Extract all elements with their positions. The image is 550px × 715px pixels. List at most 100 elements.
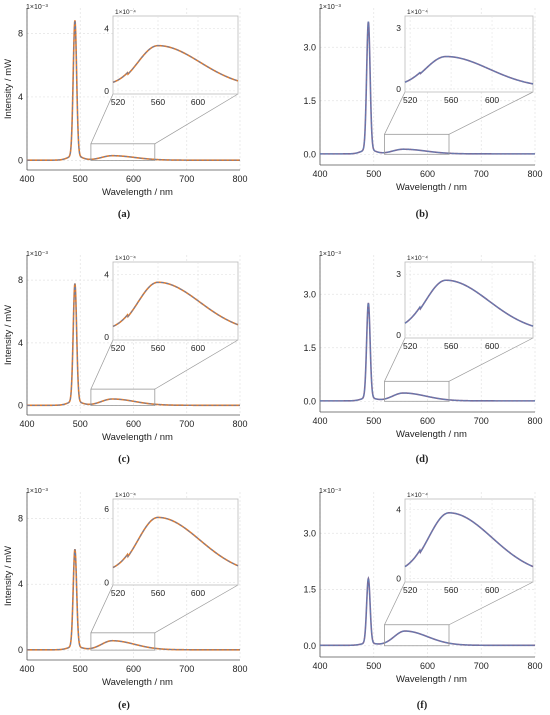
zoom-connector (154, 93, 239, 145)
inset-y-tick-label: 0 (104, 578, 109, 588)
zoom-connector (154, 339, 239, 390)
x-tick-label: 700 (179, 419, 194, 429)
panel-caption: (f) (417, 700, 428, 711)
x-tick-label: 400 (19, 664, 34, 674)
inset-frame (112, 15, 239, 95)
zoom-connector (154, 584, 239, 634)
zoom-connector (90, 584, 114, 633)
y-tick-label: 1.5 (303, 96, 316, 106)
inset-x-tick-label: 560 (444, 95, 458, 105)
inset-y-tick-label: 0 (396, 84, 401, 94)
inset-fit-line (404, 512, 534, 567)
y-scale-label: 1×10⁻³ (26, 251, 48, 258)
y-tick-label: 3.0 (303, 528, 316, 538)
inset-x-tick-label: 520 (111, 588, 125, 598)
x-tick-label: 800 (527, 169, 542, 179)
x-axis-title: Wavelength / nm (396, 182, 467, 193)
inset-frame (404, 498, 534, 583)
x-axis-title: Wavelength / nm (102, 432, 173, 443)
x-tick-label: 800 (527, 416, 542, 426)
inset-fit-line (112, 281, 239, 327)
inset-x-tick-label: 560 (151, 97, 165, 107)
x-axis-title: Wavelength / nm (396, 429, 467, 440)
x-tick-label: 400 (19, 174, 34, 184)
y-axis-title: Intensity / mW (3, 59, 14, 119)
chart-panel-e: 400 500 600 700 800 0 4 8 1×10⁻³ Wavelength / nm I… (3, 488, 248, 711)
x-tick-label: 500 (366, 661, 381, 671)
y-tick-label: 3.0 (303, 42, 316, 52)
inset-y-tick-label: 0 (104, 86, 109, 96)
x-tick-label: 600 (126, 664, 141, 674)
y-tick-label: 0 (18, 155, 23, 165)
chart-panel-b: 400 500 600 700 800 0.0 1.5 3.0 1×10⁻³ Wavelength… (303, 4, 542, 220)
y-tick-label: 0.0 (303, 149, 316, 159)
x-tick-label: 500 (73, 174, 88, 184)
zoom-box (90, 632, 156, 651)
y-scale-label: 1×10⁻³ (319, 4, 341, 11)
x-tick-label: 500 (366, 169, 381, 179)
x-tick-label: 400 (312, 169, 327, 179)
inset-fit-line (112, 516, 239, 568)
panel-caption: (a) (118, 209, 131, 220)
zoom-box (90, 143, 156, 161)
x-tick-label: 800 (232, 664, 247, 674)
y-tick-label: 8 (18, 513, 23, 523)
inset-x-tick-label: 520 (111, 97, 125, 107)
inset-frame (112, 261, 239, 341)
inset-y-tick-label: 6 (104, 504, 109, 514)
y-tick-label: 0 (18, 645, 23, 655)
x-tick-label: 700 (474, 661, 489, 671)
inset-fit-line (112, 45, 239, 83)
x-tick-label: 700 (179, 664, 194, 674)
fit-line (320, 577, 535, 646)
chart-panel-c: 400 500 600 700 800 0 4 8 1×10⁻³ Wavelength / nm I… (3, 251, 248, 465)
inset-x-tick-label: 600 (191, 343, 205, 353)
zoom-connector (90, 93, 114, 144)
inset-x-tick-label: 600 (485, 95, 499, 105)
x-tick-label: 600 (420, 169, 435, 179)
inset-x-tick-label: 600 (485, 341, 499, 351)
y-tick-label: 1.5 (303, 343, 316, 353)
x-tick-label: 500 (73, 419, 88, 429)
inset-y-tick-label: 4 (104, 23, 109, 33)
x-tick-label: 400 (312, 416, 327, 426)
inset-x-tick-label: 520 (403, 341, 417, 351)
inset-fit-line (404, 56, 534, 85)
x-tick-label: 400 (19, 419, 34, 429)
x-tick-label: 600 (126, 174, 141, 184)
y-tick-label: 4 (18, 338, 23, 348)
inset-frame (404, 15, 534, 93)
chart-panel-d: 400 500 600 700 800 0.0 1.5 3.0 1×10⁻³ Wavelength… (303, 251, 542, 465)
inset-x-tick-label: 520 (111, 343, 125, 353)
x-axis-title: Wavelength / nm (102, 187, 173, 198)
inset-x-tick-label: 560 (151, 588, 165, 598)
panel-caption: (d) (416, 454, 429, 465)
y-tick-label: 0.0 (303, 396, 316, 406)
inset-scale-label: 1×10⁻⁴ (115, 255, 136, 262)
zoom-connector (384, 337, 406, 382)
fit-line (27, 549, 240, 651)
zoom-box (384, 133, 450, 155)
inset-y-tick-label: 0 (396, 574, 401, 584)
inset-y-tick-label: 3 (396, 269, 401, 279)
y-tick-label: 4 (18, 579, 23, 589)
inset-scale-label: 1×10⁻⁴ (115, 492, 136, 499)
y-tick-label: 8 (18, 28, 23, 38)
y-tick-label: 8 (18, 275, 23, 285)
inset-y-tick-label: 3 (396, 23, 401, 33)
x-tick-label: 500 (73, 664, 88, 674)
x-tick-label: 700 (474, 169, 489, 179)
y-tick-label: 3.0 (303, 289, 316, 299)
zoom-connector (384, 581, 406, 625)
inset-x-tick-label: 560 (444, 585, 458, 595)
inset-scale-label: 1×10⁻⁴ (407, 255, 428, 262)
y-tick-label: 0 (18, 401, 23, 411)
inset-y-tick-label: 0 (396, 330, 401, 340)
zoom-connector (90, 339, 114, 390)
y-tick-label: 4 (18, 92, 23, 102)
zoom-box (90, 388, 156, 406)
inset-y-tick-label: 4 (396, 504, 401, 514)
x-tick-label: 500 (366, 416, 381, 426)
inset-x-tick-label: 600 (191, 97, 205, 107)
